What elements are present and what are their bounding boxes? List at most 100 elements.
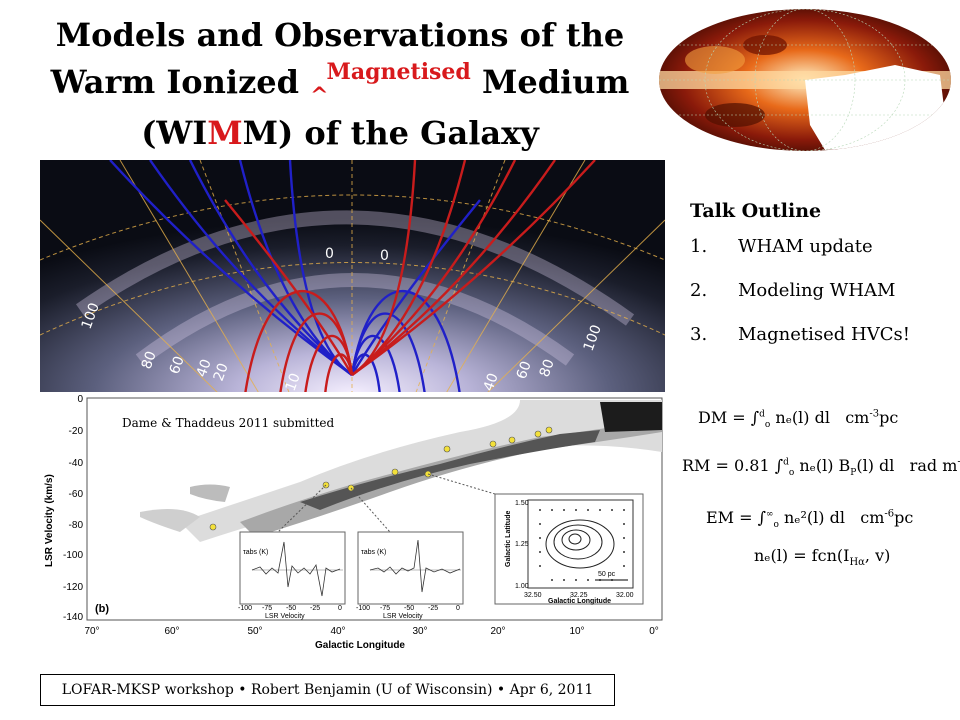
em-upper-limit: ∞ [765,509,774,520]
em-integrand: nₑ²(l) dl [784,508,845,527]
em-unit: cm [860,508,885,527]
inset2-ylabel: τabs (K) [361,549,386,556]
inset3-xtick: 32.00 [616,592,634,599]
outline-label: Magnetised HVCs! [738,324,910,345]
inset1-xtick: -25 [310,605,320,612]
title-of-galaxy: M) of the Galaxy [242,114,539,152]
title-line-1: Models and Observations of the [55,16,625,54]
dm-upper-limit: d [759,409,765,420]
rm-upper-limit: d [783,457,789,468]
lv-xtick: 50° [247,626,262,637]
contour-label-60-left: 60 [167,354,188,376]
lv-ytick: -120 [63,582,83,593]
inset3-scalebar: 50 pc [598,571,616,578]
lv-ytick: -20 [69,426,84,437]
contour-label-10-left: 10 [283,371,304,393]
footer-citation: LOFAR-MKSP workshop • Robert Benjamin (U… [40,674,615,706]
rm-lower-limit: o [788,468,795,479]
rm-unit-exponent: -2 [957,457,960,468]
inset3-ylabel: Galactic Latitude [505,510,512,567]
dm-unit-exponent: -3 [869,408,880,420]
lv-xtick: 10° [569,626,584,637]
ne-lhs: nₑ(l) = fcn(I [754,546,850,565]
inset3-ytick: 1.25 [515,541,529,548]
dm-lower-limit: o [764,420,771,431]
lv-xtick: 70° [84,626,99,637]
inset3-ytick: 1.00 [515,583,529,590]
inset2-xtick: -75 [380,605,390,612]
title-insert-magnetised: Magnetised [326,59,471,85]
inset3-xtick: 32.50 [524,592,542,599]
outline-item-3: 3. Magnetised HVCs! [690,324,910,368]
inset2-xtick: -100 [356,605,370,612]
title-line-3: (WIMM) of the Galaxy [40,110,640,157]
em-lower-limit: o [773,520,779,531]
dm-unit: cm [845,408,870,427]
inset2-xtick: 0 [456,605,460,612]
em-equation: EM = ∫∞o nₑ²(l) dl cm-6pc [706,508,913,530]
dm-equation: DM = ∫do nₑ(l) dl cm-3pc [698,408,898,430]
all-sky-halpha-map [659,9,951,151]
outline-heading: Talk Outline [690,200,822,222]
outline-label: WHAM update [738,236,873,257]
galaxy-magnetic-field-model: 0 0 100 80 60 40 20 10 40 60 80 100 [40,160,665,395]
lv-credit: Dame & Thaddeus 2011 submitted [122,416,335,430]
ne-subscript: Hα [849,557,865,569]
lv-ylabel: LSR Velocity (km/s) [44,474,55,567]
title-line-2: Warm Ionized ^Magnetised Medium [40,59,640,110]
lv-xtick: 0° [649,626,659,637]
lv-xtick: 60° [164,626,179,637]
em-lhs: EM = ∫ [706,508,766,527]
inset1-xtick: -75 [262,605,272,612]
contour-label-60-right: 60 [514,359,535,381]
inset2-xtick: -50 [404,605,414,612]
insert-caret: ^ [310,83,329,109]
inset2-xtick: -25 [428,605,438,612]
latitude-contour-inset: 50 pc Galactic Latitude 1.50 1.25 1.00 3… [494,493,644,605]
contour-label-0a: 0 [325,246,334,262]
absorption-inset-1: τabs (K) -100 -75 -50 -25 0 LSR Velocity [238,531,346,620]
inset1-xtick: -50 [286,605,296,612]
rm-equation: RM = 0.81 ∫do nₑ(l) BP(l) dl rad m-2 [682,456,960,478]
lv-panel-label: (b) [95,603,109,615]
contour-label-40-right: 40 [481,371,502,393]
contour-label-0b: 0 [380,248,389,264]
em-unit-exponent: -6 [884,508,895,520]
title-medium: Medium [481,63,630,101]
contour-label-20-left: 20 [211,361,232,383]
lv-ytick: 0 [77,394,83,405]
rm-lhs: RM = 0.81 ∫ [682,456,784,475]
rm-integrand: nₑ(l) B [799,456,851,475]
contour-label-40-left: 40 [194,357,215,379]
lv-xtick: 20° [490,626,505,637]
inset3-xtick: 32.25 [570,592,588,599]
inset2-xlabel: LSR Velocity [383,613,423,620]
rm-b-subscript: P [850,468,857,479]
rm-unit: rad m [909,456,958,475]
contour-label-80-right: 80 [537,357,558,379]
dm-lhs: DM = ∫ [698,408,760,427]
dm-unit-tail: pc [879,408,899,427]
dm-integrand: nₑ(l) dl [775,408,830,427]
absorption-inset-2: τabs (K) -100 -75 -50 -25 0 LSR Velocity [356,531,464,620]
outline-number: 1. [690,236,708,257]
rm-integrand-tail: (l) dl [856,456,895,475]
outline-number: 2. [690,280,708,301]
contour-label-80-left: 80 [139,349,160,371]
lv-ytick: -60 [69,489,84,500]
em-unit-tail: pc [894,508,914,527]
lv-ytick: -100 [63,550,83,561]
lv-ytick: -80 [69,520,84,531]
talk-outline: Talk Outline 1. WHAM update 2. Modeling WH… [690,200,910,368]
slide-title: Models and Observations of the Warm Ioni… [40,12,640,157]
lv-xlabel: Galactic Longitude [315,640,405,651]
outline-number: 3. [690,324,708,345]
inset1-xtick: 0 [338,605,342,612]
outline-label: Modeling WHAM [738,280,896,301]
longitude-velocity-plot: Dame & Thaddeus 2011 submitted LSR Veloc… [40,392,665,654]
lv-xtick: 40° [330,626,345,637]
outline-item-2: 2. Modeling WHAM [690,280,910,324]
ne-tail: , v) [864,546,891,565]
inset3-xlabel: Galactic Longitude [548,598,611,605]
lv-ytick: -40 [69,458,84,469]
